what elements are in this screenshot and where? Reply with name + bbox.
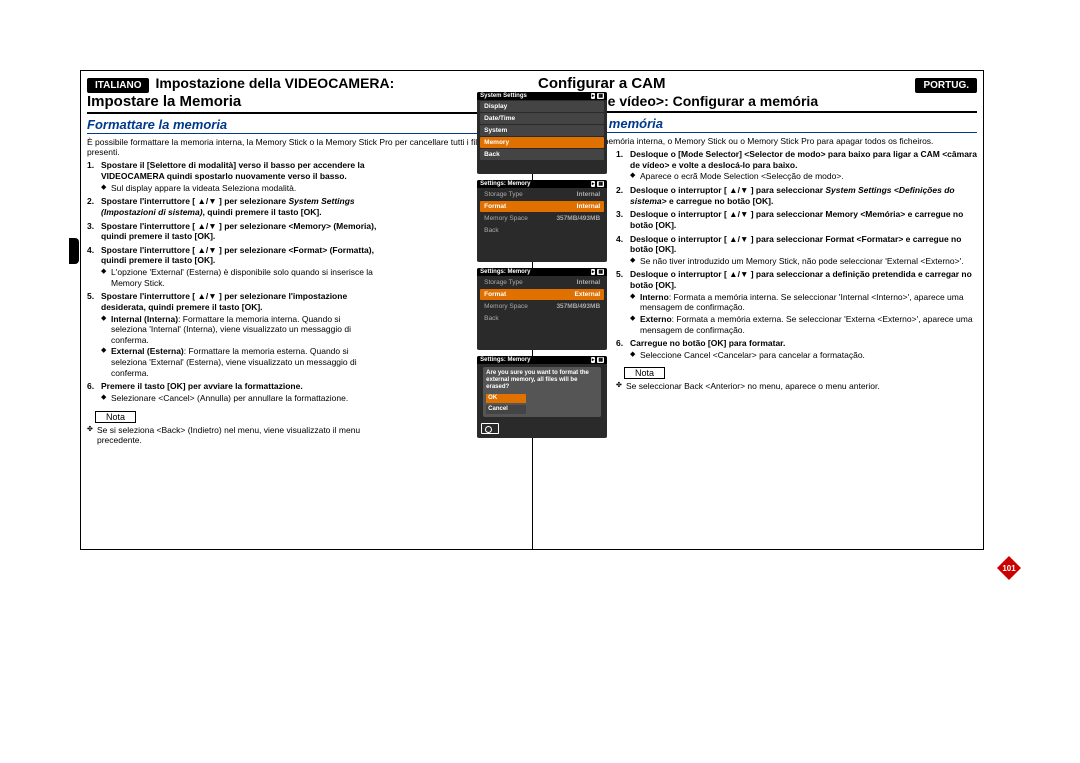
step-tail: e carregue no botão [OK]. bbox=[667, 196, 774, 206]
menu-item: Date/Time bbox=[480, 113, 604, 124]
screen-title: System Settings bbox=[480, 93, 527, 99]
step-sub: Externo: Formata a memória externa. Se s… bbox=[630, 314, 977, 335]
confirm-dialog: Are you sure you want to format the exte… bbox=[483, 367, 601, 417]
step-sub: Internal (Interna): Formattare la memori… bbox=[101, 314, 378, 346]
screen-3: 3 System Settings▸▦ DisplayDate/TimeSyst… bbox=[477, 92, 607, 174]
step-lead: Carregue no botão [OK] para formatar. bbox=[630, 338, 785, 348]
menu-item: Back bbox=[480, 149, 604, 160]
step-lead: Spostare l'interruttore [ ▲/▼ ] per sele… bbox=[101, 245, 374, 266]
screen-title: Settings: Memory bbox=[480, 269, 530, 275]
menu-item: Display bbox=[480, 101, 604, 112]
screen-mockups: 3 System Settings▸▦ DisplayDate/TimeSyst… bbox=[472, 92, 612, 444]
step-lead: Desloque o interruptor [ ▲/▼ ] para sele… bbox=[630, 234, 961, 255]
menu-item: Memory Space357MB/493MB bbox=[480, 213, 604, 224]
screen-title: Settings: Memory bbox=[480, 357, 530, 363]
lang-tag-italian: ITALIANO bbox=[87, 78, 149, 93]
step-sub: Sul display appare la videata Seleziona … bbox=[101, 183, 378, 194]
step-tail: , quindi premere il tasto [OK]. bbox=[203, 207, 322, 217]
step-lead: Desloque o interruptor [ ▲/▼ ] para sele… bbox=[630, 209, 963, 230]
step-sub: Selezionare <Cancel> (Annulla) per annul… bbox=[101, 393, 378, 404]
screen-title: Settings: Memory bbox=[480, 181, 530, 187]
screen-4: 4 Settings: Memory▸▦ Storage TypeInterna… bbox=[477, 180, 607, 262]
step-lead: Desloque o [Mode Selector] <Selector de … bbox=[630, 149, 977, 170]
step-lead: Spostare l'interruttore [ ▲/▼ ] per sele… bbox=[101, 291, 347, 312]
step-sub: Interno: Formata a memória interna. Se s… bbox=[630, 292, 977, 313]
step-lead: Spostare il [Selettore di modalità] vers… bbox=[101, 160, 365, 181]
confirm-text: Are you sure you want to format the exte… bbox=[486, 370, 598, 392]
menu-item: System bbox=[480, 125, 604, 136]
ok-button: OK bbox=[486, 394, 526, 403]
camera-icon bbox=[481, 423, 499, 434]
step-lead: Spostare l'interruttore [ ▲/▼ ] per sele… bbox=[101, 221, 376, 242]
page-number-badge: 101 bbox=[996, 555, 1022, 581]
section-title-it: Formattare la memoria bbox=[87, 117, 526, 134]
cancel-button: Cancel bbox=[486, 405, 526, 414]
menu-item: Memory Space357MB/493MB bbox=[480, 301, 604, 312]
intro-it: È possibile formattare la memoria intern… bbox=[87, 137, 526, 157]
sub-lead: External (Esterna) bbox=[111, 346, 184, 356]
sub-text: : Formata a memória interna. Se seleccio… bbox=[640, 292, 964, 313]
title-line1-it: Impostazione della VIDEOCAMERA: bbox=[155, 75, 394, 91]
title-line2-it: Impostare la Memoria bbox=[87, 93, 526, 114]
screen-6: 6 Settings: Memory▸▦ Are you sure you wa… bbox=[477, 356, 607, 438]
menu-item: FormatInternal bbox=[480, 201, 604, 212]
step-lead: Premere il tasto [OK] per avviare la for… bbox=[101, 381, 303, 391]
step-sub: Se não tiver introduzido um Memory Stick… bbox=[630, 256, 977, 267]
step-sub: L'opzione 'External' (Esterna) è disponi… bbox=[101, 267, 378, 288]
sub-text: : Formata a memória externa. Se seleccio… bbox=[640, 314, 973, 335]
sub-lead: Externo bbox=[640, 314, 672, 324]
step-lead: Desloque o interruptor [ ▲/▼ ] para sele… bbox=[630, 269, 972, 290]
lang-tag-portuguese: PORTUG. bbox=[915, 78, 977, 93]
nota-text-it: Se si seleziona <Back> (Indietro) nel me… bbox=[87, 425, 378, 445]
nota-label-pt: Nota bbox=[624, 367, 665, 379]
step-sub: External (Esterna): Formattare la memori… bbox=[101, 346, 378, 378]
sub-lead: Internal (Interna) bbox=[111, 314, 178, 324]
steps-pt: Desloque o [Mode Selector] <Selector de … bbox=[616, 149, 977, 360]
step-sub: Aparece o ecrã Mode Selection <Selecção … bbox=[630, 171, 977, 182]
nota-text-pt: Se seleccionar Back <Anterior> no menu, … bbox=[616, 381, 977, 391]
page-number: 101 bbox=[996, 555, 1022, 581]
menu-item: Back bbox=[480, 313, 604, 324]
screen-5: 5 Settings: Memory▸▦ Storage TypeInterna… bbox=[477, 268, 607, 350]
step-lead: Spostare l'interruttore [ ▲/▼ ] per sele… bbox=[101, 196, 286, 206]
sub-lead: Interno bbox=[640, 292, 669, 302]
menu-item: Storage TypeInternal bbox=[480, 277, 604, 288]
column-italian: ITALIANO Impostazione della VIDEOCAMERA:… bbox=[81, 71, 532, 549]
menu-item: Storage TypeInternal bbox=[480, 189, 604, 200]
menu-item: FormatExternal bbox=[480, 289, 604, 300]
menu-item: Memory bbox=[480, 137, 604, 148]
menu-item: Back bbox=[480, 225, 604, 236]
steps-it: Spostare il [Selettore di modalità] vers… bbox=[87, 160, 378, 403]
step-sub: Seleccione Cancel <Cancelar> para cancel… bbox=[630, 350, 977, 361]
step-lead: Desloque o interruptor [ ▲/▼ ] para sele… bbox=[630, 185, 823, 195]
title-line1-pt: Configurar a CAM bbox=[538, 75, 666, 92]
nota-label-it: Nota bbox=[95, 411, 136, 423]
